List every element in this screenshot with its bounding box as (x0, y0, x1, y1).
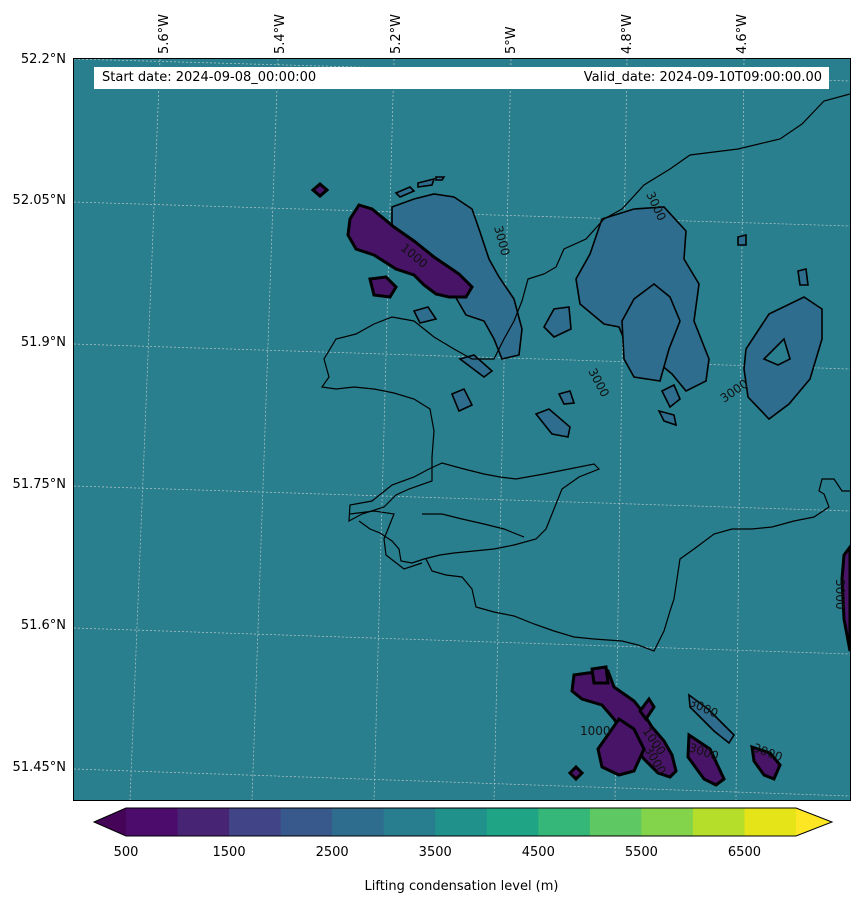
colorbar-bin (177, 808, 230, 836)
lcl-field-background (74, 59, 850, 800)
colorbar-tick-label: 4500 (521, 845, 555, 860)
lcl-hole-far-east (762, 337, 791, 366)
meridian-5.2w (373, 59, 395, 800)
lcl-small-2 (417, 177, 436, 188)
coast-south (425, 478, 850, 652)
parallel-51.6n (74, 627, 850, 655)
lcl-blob-10 (797, 268, 809, 286)
meridian-5.4w (251, 59, 279, 800)
colorbar-bin (641, 808, 694, 836)
latitude-label: 51.75°N (12, 477, 66, 492)
longitude-label: 5.6°W (157, 13, 172, 54)
lcl-low-blob-1 (310, 182, 330, 198)
lcl-low-region-south-4 (750, 744, 782, 781)
coast-north-bay (320, 93, 850, 523)
colorbar-tick-label: 3500 (418, 845, 452, 860)
colorbar-tick-label: 1500 (212, 845, 246, 860)
meridian-4.6w (735, 59, 745, 800)
colorbar (92, 807, 834, 837)
colorbar-label: Lifting condensation level (m) (364, 879, 559, 894)
coastline (320, 93, 850, 652)
colorbar-bin (486, 808, 539, 836)
meridian-4.8w (614, 59, 628, 800)
info-box: Start date: 2024-09-08_00:00:00 Valid_da… (94, 67, 829, 89)
lcl-band-3000 (391, 193, 823, 438)
map-canvas: 3000 3000 3000 3000 3000 3000 3000 3000 … (74, 59, 850, 800)
lcl-blob-5 (557, 390, 576, 405)
lcl-low-blob-3 (590, 665, 610, 685)
parallel-51.75n (74, 485, 850, 512)
lcl-blob-7 (657, 409, 678, 427)
lcl-small-3 (435, 176, 446, 181)
lcl-blob-9 (737, 233, 747, 246)
colorbar-bin (280, 808, 333, 836)
lcl-blob-8 (412, 306, 438, 324)
lcl-region-east-inner (621, 282, 681, 382)
lcl-blob-6 (660, 383, 681, 409)
lcl-small-1 (394, 186, 416, 198)
lcl-low-blob-4 (638, 696, 656, 722)
colorbar-bin (589, 808, 642, 836)
lcl-band-1000 (310, 182, 850, 787)
longitude-label: 5.4°W (273, 13, 288, 54)
start-date-label: Start date: 2024-09-08_00:00:00 (102, 70, 317, 85)
latitude-label: 51.6°N (20, 618, 66, 633)
colorbar-bin (332, 808, 385, 836)
longitude-label: 4.6°W (735, 13, 750, 54)
meridian-5w (493, 59, 512, 800)
lcl-small-4 (688, 693, 736, 745)
lcl-blob-1 (543, 306, 572, 338)
colorbar-bin (744, 808, 797, 836)
parallel-51.45n (74, 768, 850, 797)
valid-date-label: Valid_date: 2024-09-10T09:00:00.00 (583, 70, 822, 85)
colorbar-bin (692, 808, 745, 836)
colorbar-extend-low (94, 808, 126, 836)
colorbar-bin (383, 808, 436, 836)
latitude-label: 52.2°N (20, 52, 66, 67)
lcl-low-region-south-3 (686, 732, 726, 787)
longitude-label: 5°W (504, 26, 519, 54)
lcl-blob-3 (450, 387, 474, 413)
lcl-low-region-west (346, 203, 474, 299)
lcl-blob-2 (458, 354, 494, 378)
colorbar-tick-label: 500 (113, 845, 139, 860)
latitude-label: 52.05°N (12, 193, 66, 208)
lcl-low-region-south-2 (596, 716, 646, 777)
longitude-label: 5.2°W (389, 13, 404, 54)
coast-estuary (422, 513, 525, 538)
lcl-blob-4 (534, 408, 571, 438)
latitude-label: 51.45°N (12, 760, 66, 775)
colorbar-tick-label: 6500 (727, 845, 761, 860)
lcl-low-region-edge (840, 544, 850, 652)
colorbar-outline (92, 807, 834, 837)
colorbar-bin (538, 808, 591, 836)
colorbar-bin (126, 808, 179, 836)
coast-harbour-inner (349, 510, 423, 570)
colorbar-tick-label: 2500 (315, 845, 349, 860)
lcl-low-blob-2 (368, 275, 398, 299)
colorbar-extend-high (796, 808, 832, 836)
contour-label: 1000 (580, 724, 611, 738)
coast-harbour (358, 462, 601, 564)
longitude-label: 4.8°W (620, 13, 635, 54)
map-panel: 3000 3000 3000 3000 3000 3000 3000 3000 … (74, 59, 850, 800)
colorbar-tick-label: 5500 (624, 845, 658, 860)
contour-label: 3000 (833, 579, 847, 610)
colorbar-bin (435, 808, 488, 836)
lcl-small-islands (394, 176, 736, 745)
parallel-51.9n (74, 343, 850, 370)
latitude-label: 51.9°N (20, 335, 66, 350)
colorbar-bin (229, 808, 282, 836)
lcl-low-blob-5 (567, 764, 585, 782)
